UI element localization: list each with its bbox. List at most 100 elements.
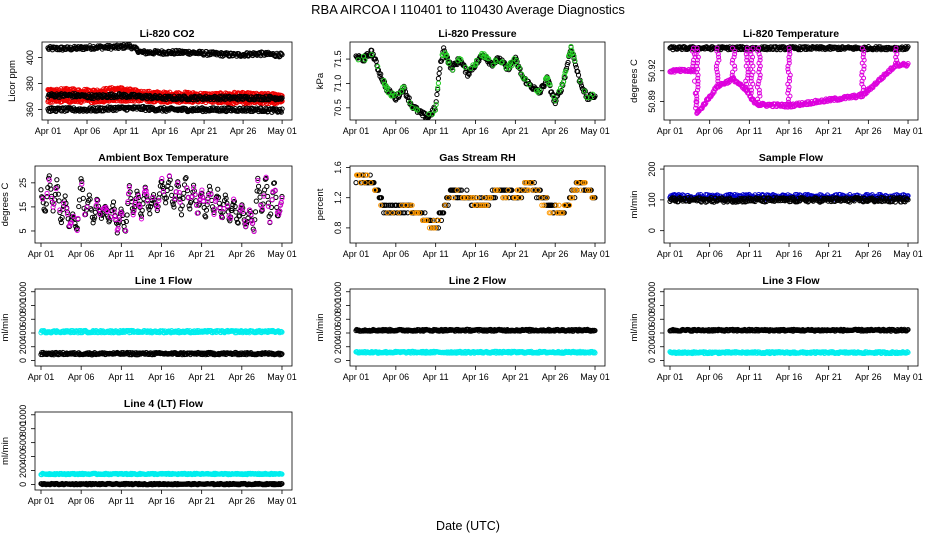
data-point (111, 206, 117, 212)
data-point (402, 210, 408, 216)
data-point (695, 78, 701, 84)
data-point (248, 211, 254, 218)
data-point (743, 78, 749, 84)
data-marks (45, 42, 285, 115)
data-point (76, 203, 82, 210)
data-point (755, 81, 761, 87)
data-point (474, 57, 480, 63)
y-tick-label: 400 (25, 50, 35, 65)
data-point (407, 100, 413, 106)
data-point (279, 329, 285, 335)
data-point (785, 96, 791, 102)
data-point (749, 96, 755, 102)
data-point (94, 197, 100, 204)
data-point (48, 195, 55, 201)
data-point (144, 198, 151, 204)
plot-frame (349, 41, 606, 121)
data-point (131, 208, 137, 214)
data-point (570, 187, 576, 193)
data-point (215, 186, 221, 192)
data-point (190, 184, 197, 191)
data-point (176, 193, 182, 199)
data-point (78, 176, 84, 182)
data-point (695, 75, 701, 81)
data-point (732, 66, 738, 72)
data-point (203, 214, 209, 220)
x-tick-label: May 01 (893, 126, 923, 136)
y-axis-label: ml/min (629, 191, 640, 219)
data-point (694, 63, 700, 69)
data-point (74, 225, 80, 231)
data-point (454, 187, 460, 193)
data-point (220, 209, 226, 215)
y-tick-label: 1.2 (333, 191, 343, 204)
data-point (694, 96, 700, 102)
y-tick-label: 1000 (18, 282, 28, 302)
data-point (437, 66, 443, 72)
data-point (156, 197, 162, 204)
data-marks (38, 173, 285, 236)
data-point (378, 202, 384, 208)
data-point (138, 216, 145, 222)
data-point (757, 63, 763, 69)
x-tick-label: Apr 16 (152, 126, 179, 136)
data-point (271, 180, 278, 186)
x-tick-label: May 01 (580, 249, 610, 259)
data-point (125, 199, 131, 205)
series-temperature (667, 43, 911, 53)
y-axis-label: degrees C (629, 59, 640, 103)
data-point (715, 75, 721, 81)
y-tick-label: 380 (25, 76, 35, 91)
y-tick-label: 5 (18, 228, 28, 233)
data-point (188, 194, 194, 200)
data-point (749, 57, 755, 63)
data-point (750, 63, 756, 69)
y-tick-label: 15 (18, 202, 28, 212)
y-tick-label: 0 (18, 358, 28, 363)
data-point (548, 89, 555, 95)
series-sample-low (45, 103, 285, 115)
data-point (860, 84, 866, 90)
data-point (554, 93, 560, 99)
data-point (268, 211, 274, 217)
data-point (538, 195, 544, 201)
data-point (429, 225, 436, 231)
data-point (54, 177, 60, 183)
data-point (264, 183, 270, 190)
data-marks (667, 191, 911, 205)
data-point (563, 68, 569, 74)
panel-title: Gas Stream RH (439, 152, 515, 164)
data-point (279, 95, 285, 101)
data-point (57, 207, 63, 213)
y-tick-label: 200 (18, 339, 28, 354)
x-tick-label: Apr 06 (696, 249, 723, 259)
data-point (80, 195, 86, 201)
data-point (429, 111, 436, 117)
data-point (571, 53, 577, 59)
data-point (756, 66, 762, 72)
data-point (358, 172, 364, 178)
data-point (569, 47, 575, 53)
y-tick-label: 70.5 (333, 99, 343, 117)
x-tick-label: May 01 (580, 126, 610, 136)
series-line-flow-idle- (38, 349, 285, 358)
data-point (566, 202, 573, 208)
data-point (175, 180, 181, 186)
data-point (231, 198, 237, 205)
y-tick-label: 400 (18, 325, 28, 340)
data-point (436, 70, 442, 76)
x-tick-label: Apr 21 (815, 249, 842, 259)
x-tick-label: Apr 11 (423, 126, 449, 136)
data-point (714, 66, 720, 72)
x-tick-label: Apr 26 (855, 249, 882, 259)
data-point (861, 48, 867, 54)
data-point (92, 214, 98, 220)
data-point (744, 81, 750, 87)
data-point (276, 211, 282, 217)
data-point (749, 72, 755, 78)
data-point (55, 191, 61, 197)
data-point (268, 204, 275, 210)
data-point (693, 90, 699, 96)
